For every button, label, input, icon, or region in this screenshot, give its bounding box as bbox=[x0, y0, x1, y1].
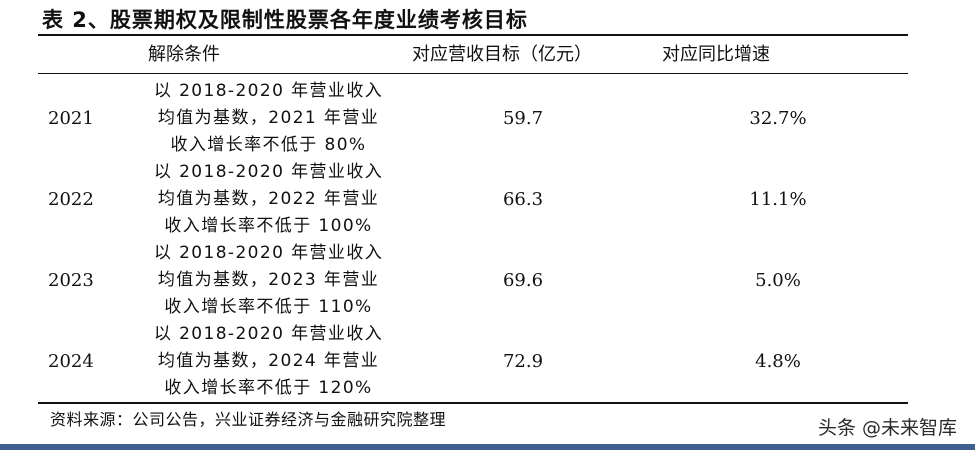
row-yoy-growth: 5.0% bbox=[755, 270, 801, 291]
condition-line: 以 2018-2020 年营业收入 bbox=[153, 324, 384, 344]
table-header-rule bbox=[38, 73, 908, 74]
row-revenue-target: 69.6 bbox=[502, 270, 544, 291]
row-revenue-target: 72.9 bbox=[502, 351, 544, 372]
condition-line: 均值为基数，2022 年营业 bbox=[157, 189, 380, 209]
table-row: 2023 以 2018-2020 年营业收入 均值为基数，2023 年营业 收入… bbox=[38, 240, 908, 322]
row-year: 2024 bbox=[48, 351, 94, 372]
row-revenue-target: 59.7 bbox=[502, 108, 544, 129]
row-condition: 以 2018-2020 年营业收入 均值为基数，2021 年营业 收入增长率不低… bbox=[146, 78, 391, 159]
header-yoy-growth: 对应同比增速 bbox=[662, 44, 770, 65]
condition-line: 均值为基数，2023 年营业 bbox=[157, 270, 380, 290]
row-revenue-target: 66.3 bbox=[502, 189, 544, 210]
row-yoy-growth: 32.7% bbox=[749, 108, 807, 129]
table-row: 2022 以 2018-2020 年营业收入 均值为基数，2022 年营业 收入… bbox=[38, 159, 908, 241]
condition-line: 均值为基数，2024 年营业 bbox=[157, 351, 380, 371]
row-yoy-growth: 11.1% bbox=[749, 189, 807, 210]
row-yoy-growth: 4.8% bbox=[755, 351, 801, 372]
header-condition: 解除条件 bbox=[148, 44, 220, 65]
table-title: 表 2、股票期权及限制性股票各年度业绩考核目标 bbox=[42, 8, 528, 32]
row-year: 2023 bbox=[48, 270, 94, 291]
condition-line: 以 2018-2020 年营业收入 bbox=[153, 162, 384, 182]
row-condition: 以 2018-2020 年营业收入 均值为基数，2022 年营业 收入增长率不低… bbox=[146, 159, 391, 240]
condition-line: 收入增长率不低于 120% bbox=[164, 378, 373, 398]
row-year: 2022 bbox=[48, 189, 94, 210]
table-row: 2024 以 2018-2020 年营业收入 均值为基数，2024 年营业 收入… bbox=[38, 321, 908, 403]
header-revenue-target: 对应营收目标（亿元） bbox=[412, 44, 592, 65]
condition-line: 收入增长率不低于 100% bbox=[164, 216, 373, 236]
condition-line: 以 2018-2020 年营业收入 bbox=[153, 81, 384, 101]
row-year: 2021 bbox=[48, 108, 94, 129]
table-row: 2021 以 2018-2020 年营业收入 均值为基数，2021 年营业 收入… bbox=[38, 78, 908, 160]
watermark: 头条 @未来智库 bbox=[817, 417, 957, 439]
condition-line: 收入增长率不低于 80% bbox=[170, 135, 367, 155]
table-bottom-rule bbox=[38, 402, 908, 404]
row-condition: 以 2018-2020 年营业收入 均值为基数，2023 年营业 收入增长率不低… bbox=[146, 240, 391, 321]
condition-line: 以 2018-2020 年营业收入 bbox=[153, 243, 384, 263]
condition-line: 收入增长率不低于 110% bbox=[164, 297, 373, 317]
footer-bar bbox=[0, 444, 975, 450]
condition-line: 均值为基数，2021 年营业 bbox=[157, 108, 380, 128]
source-note: 资料来源：公司公告，兴业证券经济与金融研究院整理 bbox=[50, 410, 447, 429]
row-condition: 以 2018-2020 年营业收入 均值为基数，2024 年营业 收入增长率不低… bbox=[146, 321, 391, 402]
table-top-rule bbox=[38, 34, 908, 36]
